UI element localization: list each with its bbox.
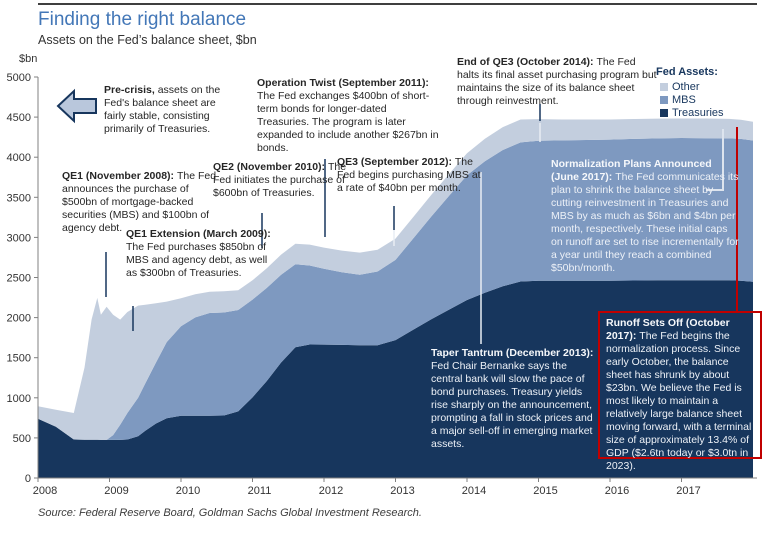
legend-label: Treasuries xyxy=(672,107,724,119)
annotation-title: Runoff Sets Off (October 2017): xyxy=(606,317,730,343)
left-arrow-icon xyxy=(56,86,98,131)
svg-text:0: 0 xyxy=(25,473,31,485)
annotation-qe3: QE3 (September 2012): The Fed begins pur… xyxy=(337,156,485,195)
svg-text:2000: 2000 xyxy=(7,313,31,325)
legend-header: Fed Assets: xyxy=(656,66,718,78)
svg-text:4000: 4000 xyxy=(7,152,31,164)
annotation-title: Pre-crisis, xyxy=(104,84,158,96)
annotation-pre-crisis: Pre-crisis, assets on the Fed's balance … xyxy=(104,84,230,136)
legend: Fed Assets: Other MBS Treasuries xyxy=(656,66,724,120)
svg-text:500: 500 xyxy=(13,433,31,445)
annotation-operation-twist: Operation Twist (September 2011): The Fe… xyxy=(257,77,439,155)
annotation-title: End of QE3 (October 2014): xyxy=(457,56,597,68)
svg-text:1500: 1500 xyxy=(7,353,31,365)
annotation-body: The Fed begins the normalization process… xyxy=(606,330,752,473)
svg-text:2016: 2016 xyxy=(605,485,629,497)
annotation-normalization-plans: Normalization Plans Announced (June 2017… xyxy=(551,158,741,275)
annotation-qe2: QE2 (November 2010): The Fed initiates t… xyxy=(213,161,351,200)
annotation-title: Operation Twist (September 2011): xyxy=(257,77,429,89)
annotation-title: Normalization Plans Announced (June 2017… xyxy=(551,158,712,184)
legend-label: MBS xyxy=(672,94,696,106)
legend-label: Other xyxy=(672,81,700,93)
annotation-qe1: QE1 (November 2008): The Fed announces t… xyxy=(62,170,226,235)
svg-text:2008: 2008 xyxy=(33,485,57,497)
annotation-title: Taper Tantrum (December 2013): xyxy=(431,347,594,359)
svg-text:2013: 2013 xyxy=(390,485,414,497)
svg-text:2011: 2011 xyxy=(248,485,272,497)
svg-text:2500: 2500 xyxy=(7,273,31,285)
annotation-title: QE2 (November 2010): xyxy=(213,161,328,173)
svg-text:3500: 3500 xyxy=(7,192,31,204)
svg-text:5000: 5000 xyxy=(7,72,31,84)
svg-text:4500: 4500 xyxy=(7,112,31,124)
annotation-title: QE3 (September 2012): xyxy=(337,156,455,168)
annotation-end-of-qe3: End of QE3 (October 2014): The Fed halts… xyxy=(457,56,659,108)
svg-text:$bn: $bn xyxy=(19,53,37,65)
annotation-body: Fed Chair Bernanke says the central bank… xyxy=(431,360,593,451)
legend-chip-other xyxy=(660,83,668,91)
legend-chip-treasuries xyxy=(660,109,668,117)
page-title: Finding the right balance xyxy=(38,9,247,30)
annotation-body: The Fed purchases $850bn of MBS and agen… xyxy=(126,241,268,280)
top-divider xyxy=(38,3,757,5)
annotation-taper-tantrum: Taper Tantrum (December 2013): Fed Chair… xyxy=(431,347,595,451)
source-note: Source: Federal Reserve Board, Goldman S… xyxy=(38,507,422,519)
svg-text:2009: 2009 xyxy=(104,485,128,497)
annotation-body: The Fed exchanges $400bn of short-term b… xyxy=(257,90,439,155)
svg-text:3000: 3000 xyxy=(7,232,31,244)
svg-text:2015: 2015 xyxy=(533,485,557,497)
svg-text:1000: 1000 xyxy=(7,393,31,405)
annotation-runoff-sets-off: Runoff Sets Off (October 2017): The Fed … xyxy=(598,311,762,472)
annotation-title: QE1 (November 2008): xyxy=(62,170,177,182)
legend-chip-mbs xyxy=(660,96,668,104)
annotation-body: The Fed communicates its plan to shrink … xyxy=(551,171,739,275)
annotation-body: The Fed begins purchasing MBS at a rate … xyxy=(337,156,481,195)
svg-text:2012: 2012 xyxy=(319,485,343,497)
svg-text:2017: 2017 xyxy=(676,485,700,497)
annotation-body: The Fed initiates the purchase of $600bn… xyxy=(213,161,347,200)
annotation-title: QE1 Extension (March 2009): xyxy=(126,228,271,240)
annotation-qe1-extension: QE1 Extension (March 2009): The Fed purc… xyxy=(126,228,280,280)
legend-item-other: Other xyxy=(660,81,724,93)
annotation-body: The Fed announces the purchase of $500bn… xyxy=(62,170,217,235)
annotation-body: The Fed halts its final asset purchasing… xyxy=(457,56,657,108)
annotation-body: assets on the Fed's balance sheet are fa… xyxy=(104,84,221,136)
chart-subtitle: Assets on the Fed’s balance sheet, $bn xyxy=(38,33,257,47)
legend-item-mbs: MBS xyxy=(660,94,724,106)
svg-text:2010: 2010 xyxy=(176,485,200,497)
svg-text:2014: 2014 xyxy=(462,485,486,497)
legend-item-treasuries: Treasuries xyxy=(660,107,724,119)
